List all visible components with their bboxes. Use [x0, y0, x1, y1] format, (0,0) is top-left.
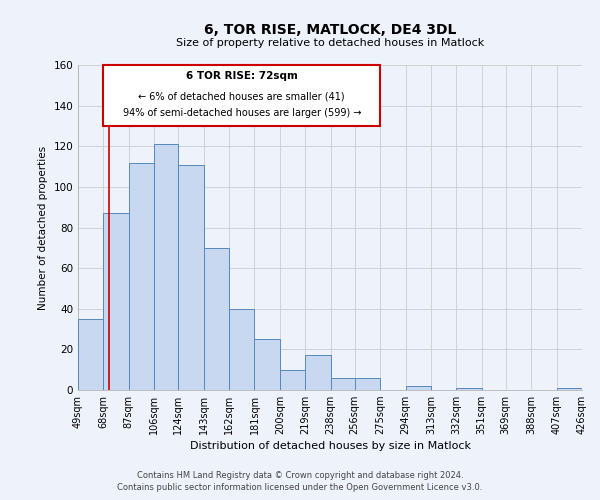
- Bar: [280, 370, 305, 390]
- Bar: [154, 144, 178, 390]
- Text: 94% of semi-detached houses are larger (599) →: 94% of semi-detached houses are larger (…: [122, 108, 361, 118]
- Bar: [203, 248, 229, 390]
- Text: Size of property relative to detached houses in Matlock: Size of property relative to detached ho…: [176, 38, 484, 48]
- X-axis label: Distribution of detached houses by size in Matlock: Distribution of detached houses by size …: [190, 442, 470, 452]
- Y-axis label: Number of detached properties: Number of detached properties: [38, 146, 48, 310]
- Bar: [78, 319, 103, 390]
- Bar: [557, 388, 582, 390]
- Bar: [331, 378, 355, 390]
- Text: Contains public sector information licensed under the Open Government Licence v3: Contains public sector information licen…: [118, 484, 482, 492]
- Bar: [129, 162, 154, 390]
- Text: ← 6% of detached houses are smaller (41): ← 6% of detached houses are smaller (41): [139, 92, 345, 102]
- Bar: [457, 388, 482, 390]
- Bar: [229, 308, 254, 390]
- Bar: [406, 386, 431, 390]
- Text: 6, TOR RISE, MATLOCK, DE4 3DL: 6, TOR RISE, MATLOCK, DE4 3DL: [204, 22, 456, 36]
- Text: 6 TOR RISE: 72sqm: 6 TOR RISE: 72sqm: [186, 71, 298, 81]
- Bar: [254, 339, 280, 390]
- Bar: [103, 214, 129, 390]
- Bar: [178, 164, 203, 390]
- Bar: [103, 65, 380, 126]
- Text: Contains HM Land Registry data © Crown copyright and database right 2024.: Contains HM Land Registry data © Crown c…: [137, 471, 463, 480]
- Bar: [355, 378, 380, 390]
- Bar: [305, 356, 331, 390]
